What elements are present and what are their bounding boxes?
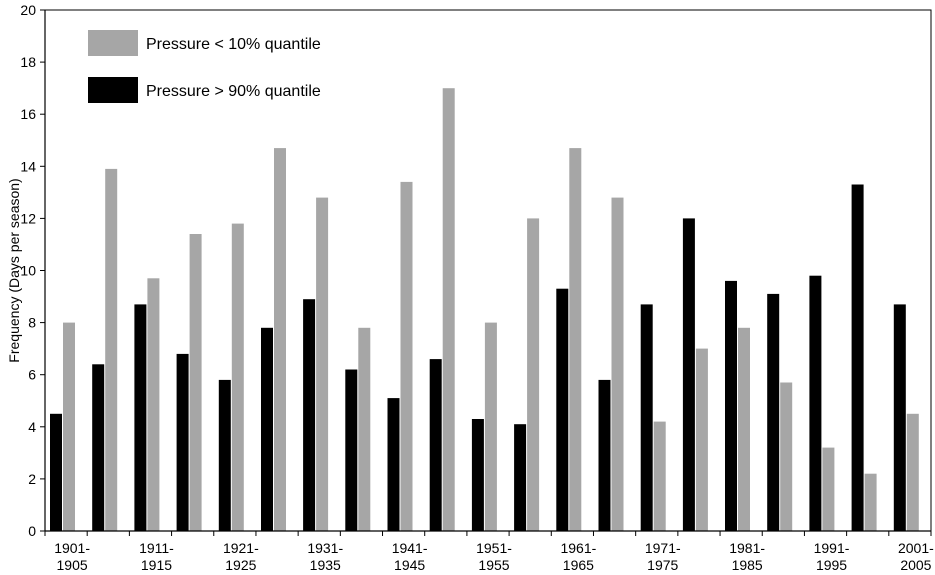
bar-high-pressure-2001-2005 [893,304,906,531]
bar-low-pressure-1916-1920 [189,234,202,531]
legend-label-high-pressure: Pressure > 90% quantile [146,83,321,100]
bar-low-pressure-1956-1960 [527,218,540,531]
y-tick-label-12: 12 [20,210,36,226]
bar-low-pressure-1966-1970 [611,197,624,531]
bar-low-pressure-1936-1940 [358,327,371,531]
legend-label-low-pressure: Pressure < 10% quantile [146,36,321,53]
bar-low-pressure-1986-1990 [780,382,793,531]
bar-high-pressure-1936-1940 [345,369,358,531]
bar-high-pressure-1951-1955 [471,419,484,531]
x-tick-label-1981-1985: 1981-1985 [729,540,765,573]
x-tick-label-1991-1995: 1991-1995 [814,540,850,573]
x-tick-label-1951-1955: 1951-1955 [476,540,512,573]
bar-low-pressure-1991-1995 [822,447,835,531]
bar-low-pressure-1906-1910 [105,168,118,531]
x-tick-label-1971-1975: 1971-1975 [645,540,681,573]
bar-low-pressure-1946-1950 [442,88,455,531]
bar-high-pressure-1916-1920 [176,353,189,531]
bar-high-pressure-1991-1995 [809,275,822,531]
y-tick-label-18: 18 [20,54,36,70]
bar-high-pressure-1926-1930 [261,327,273,531]
y-tick-label-8: 8 [28,315,36,331]
bar-high-pressure-1946-1950 [429,359,442,531]
y-axis-ticks: 0 2 4 6 8 10 12 14 16 18 20 [20,2,45,539]
bar-high-pressure-1931-1935 [303,299,316,531]
x-tick-label-1901-1905: 1901-1905 [54,540,90,573]
bar-high-pressure-1971-1975 [640,304,653,531]
bar-high-pressure-1911-1915 [134,304,147,531]
bar-low-pressure-1926-1930 [274,148,286,531]
bar-low-pressure-1921-1925 [231,223,244,531]
bar-high-pressure-1921-1925 [218,379,231,531]
legend-swatch-high-pressure [88,77,138,103]
bar-low-pressure-1981-1985 [738,327,750,531]
bar-high-pressure-1996-2000 [851,184,864,531]
x-tick-label-1941-1945: 1941-1945 [392,540,428,573]
bar-high-pressure-1966-1970 [598,379,611,531]
bar-low-pressure-1941-1945 [400,181,413,531]
bar-low-pressure-1951-1955 [484,322,497,531]
x-tick-label-2001-2005: 2001-2005 [898,540,934,573]
plot-frame [44,9,932,532]
y-tick-label-4: 4 [28,419,36,435]
x-tick-label-1931-1935: 1931-1935 [307,540,343,573]
bar-high-pressure-1901-1905 [50,413,62,531]
y-tick-label-0: 0 [28,523,36,539]
bar-high-pressure-1941-1945 [387,398,400,531]
bar-low-pressure-1961-1965 [569,148,582,531]
y-tick-label-2: 2 [28,471,36,487]
bar-high-pressure-1986-1990 [767,293,780,531]
bar-high-pressure-1976-1980 [682,218,695,531]
y-axis-title: Frequency (Days per season) [6,178,22,362]
bar-low-pressure-1976-1980 [695,348,708,531]
bar-low-pressure-1996-2000 [864,473,877,531]
bar-low-pressure-2001-2005 [906,413,919,531]
bars-group [50,88,919,531]
y-tick-label-20: 20 [20,2,36,18]
x-axis-ticks: 1901-1905 1911-1915 1921-1925 1931-1935 1941… [44,531,934,573]
bar-low-pressure-1971-1975 [653,421,666,531]
x-tick-label-1921-1925: 1921-1925 [223,540,259,573]
y-tick-label-10: 10 [20,263,36,279]
y-tick-label-14: 14 [20,158,36,174]
legend-swatch-low-pressure [88,30,138,56]
legend: Pressure < 10% quantile Pressure > 90% q… [88,30,321,103]
y-tick-label-16: 16 [20,106,36,122]
bar-high-pressure-1906-1910 [92,364,105,531]
y-tick-label-6: 6 [28,367,36,383]
bar-low-pressure-1931-1935 [316,197,329,531]
bar-high-pressure-1981-1985 [725,280,737,531]
x-tick-label-1961-1965: 1961-1965 [560,540,596,573]
bar-low-pressure-1901-1905 [63,322,75,531]
bar-high-pressure-1961-1965 [556,288,569,531]
bar-high-pressure-1956-1960 [514,424,527,531]
x-tick-label-1911-1915: 1911-1915 [139,540,174,573]
bar-low-pressure-1911-1915 [147,278,160,531]
